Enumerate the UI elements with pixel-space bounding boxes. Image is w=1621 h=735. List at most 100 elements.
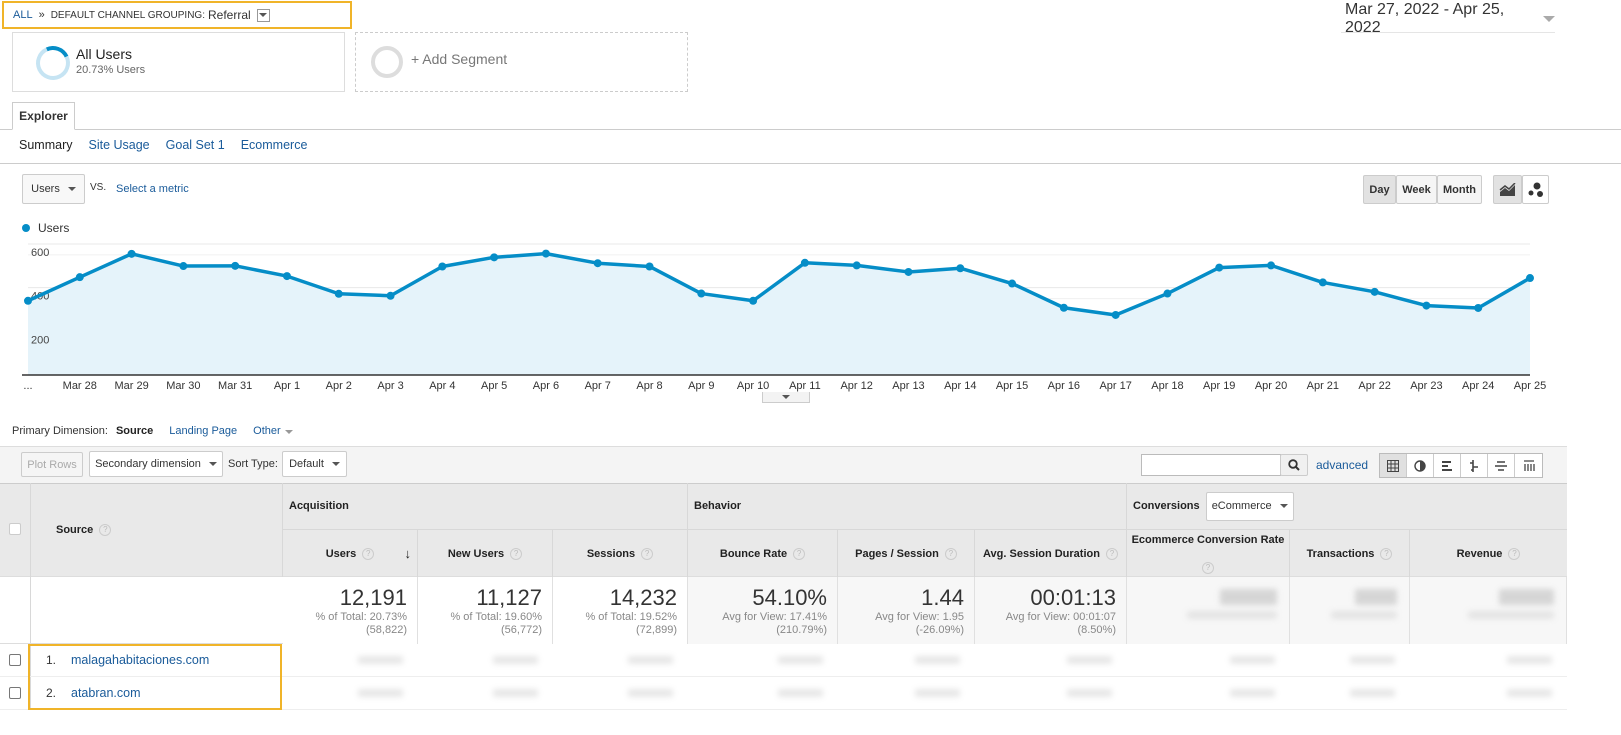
- column-header[interactable]: Sessions?: [553, 530, 688, 577]
- table-search-input[interactable]: [1141, 454, 1281, 476]
- period-day-button[interactable]: Day: [1363, 175, 1396, 204]
- column-header[interactable]: Avg. Session Duration?: [975, 530, 1127, 577]
- advanced-filter-link[interactable]: advanced: [1316, 458, 1369, 472]
- dimension-other[interactable]: Other: [253, 425, 293, 437]
- blurred-value: [1507, 689, 1552, 697]
- help-icon: ?: [641, 547, 654, 560]
- view-pivot-button[interactable]: [1515, 454, 1542, 477]
- data-point: [1526, 274, 1534, 283]
- row-checkbox[interactable]: [9, 687, 21, 699]
- help-icon: ?: [99, 524, 112, 536]
- total-cell-blurred: [1127, 577, 1290, 644]
- chart-legend: Users: [22, 221, 69, 235]
- motion-chart-button[interactable]: [1522, 175, 1549, 204]
- column-header[interactable]: New Users?: [418, 530, 553, 577]
- date-range-picker[interactable]: Mar 27, 2022 - Apr 25, 2022: [1341, 1, 1555, 36]
- source-column-header[interactable]: Source?: [30, 483, 283, 577]
- data-point: [749, 296, 758, 305]
- column-header[interactable]: Users? ↓: [283, 530, 418, 577]
- dimension-source[interactable]: Source: [115, 425, 154, 437]
- subtab-ecommerce[interactable]: Ecommerce: [240, 138, 308, 152]
- column-header[interactable]: Transactions?: [1290, 530, 1410, 577]
- segment-all-users[interactable]: All Users 20.73% Users: [12, 32, 345, 92]
- help-icon: ?: [1105, 547, 1118, 560]
- view-comparison-button[interactable]: [1461, 454, 1488, 477]
- data-point: [1059, 303, 1068, 312]
- date-range-text: Mar 27, 2022 - Apr 25, 2022: [1345, 0, 1505, 36]
- row-source-link[interactable]: malagahabitaciones.com: [71, 653, 210, 667]
- x-tick-label: Mar 31: [218, 380, 252, 392]
- total-cell: 54.10% Avg for View: 17.41% (210.79%): [688, 577, 838, 644]
- x-tick-label: Apr 11: [789, 380, 821, 392]
- row-source-link[interactable]: atabran.com: [71, 686, 141, 700]
- search-button[interactable]: [1280, 454, 1308, 476]
- subtab-summary[interactable]: Summary: [19, 138, 73, 152]
- x-tick-label: Apr 15: [996, 380, 1028, 392]
- segment-donut-icon: [31, 41, 75, 85]
- acquisition-group-header: Acquisition: [283, 483, 688, 530]
- data-point: [24, 296, 32, 305]
- total-cell: 1.44 Avg for View: 1.95 (-26.09%): [838, 577, 975, 644]
- column-header[interactable]: Pages / Session?: [838, 530, 975, 577]
- term-cloud-icon: [1495, 460, 1507, 471]
- row-checkbox[interactable]: [9, 654, 21, 666]
- secondary-dimension-select[interactable]: Secondary dimension: [89, 451, 223, 477]
- select-metric-link[interactable]: Select a metric: [116, 183, 189, 195]
- x-tick-label: Apr 12: [840, 380, 872, 392]
- x-tick-label: Apr 23: [1410, 380, 1442, 392]
- breadcrumb-grouping-value: Referral: [208, 8, 251, 22]
- breadcrumb-all[interactable]: ALL: [13, 9, 33, 21]
- conversions-group-header: Conversions eCommerce: [1127, 483, 1567, 530]
- select-all-checkbox[interactable]: [9, 523, 21, 535]
- blurred-value: [1507, 656, 1552, 664]
- row-index: 2.: [46, 686, 57, 700]
- sort-type-select[interactable]: Default: [282, 451, 347, 477]
- view-switcher: [1379, 453, 1543, 478]
- column-header[interactable]: Revenue?: [1410, 530, 1567, 577]
- help-icon: ?: [362, 547, 375, 560]
- x-tick-label: Apr 10: [737, 380, 769, 392]
- blurred-value: [493, 689, 538, 697]
- view-term-cloud-button[interactable]: [1488, 454, 1515, 477]
- subtab-site-usage[interactable]: Site Usage: [88, 138, 150, 152]
- help-icon: ?: [1380, 547, 1393, 560]
- line-chart-button[interactable]: [1493, 175, 1522, 204]
- period-month-button[interactable]: Month: [1437, 175, 1482, 204]
- add-segment-button[interactable]: + Add Segment: [355, 32, 688, 92]
- data-point: [231, 261, 240, 270]
- chart-collapse-handle[interactable]: [762, 392, 810, 403]
- data-point: [1111, 310, 1120, 319]
- y-tick-label: 200: [31, 334, 49, 346]
- subtab-goal-set-1[interactable]: Goal Set 1: [165, 138, 225, 152]
- column-header[interactable]: Bounce Rate?: [688, 530, 838, 577]
- conversions-select[interactable]: eCommerce: [1205, 491, 1294, 521]
- view-table-button[interactable]: [1380, 454, 1407, 477]
- metric-select[interactable]: Users: [22, 174, 85, 204]
- data-point: [1267, 261, 1276, 270]
- x-tick-label: Apr 16: [1048, 380, 1080, 392]
- sort-descending-icon: ↓: [404, 546, 412, 561]
- plot-rows-button[interactable]: Plot Rows: [21, 452, 83, 477]
- view-pie-button[interactable]: [1407, 454, 1434, 477]
- data-point: [541, 249, 550, 258]
- search-icon: [1288, 459, 1300, 471]
- data-point: [956, 264, 965, 273]
- data-point: [1008, 279, 1017, 288]
- breadcrumb-grouping-label: DEFAULT CHANNEL GROUPING:: [50, 9, 205, 21]
- bubble-chart-icon: [1528, 182, 1543, 197]
- blurred-value: [628, 656, 673, 664]
- column-header[interactable]: Ecommerce Conversion Rate?: [1127, 530, 1290, 577]
- total-cell: 14,232% of Total: 19.52% (72,899): [553, 577, 688, 644]
- data-point: [1215, 263, 1224, 272]
- help-icon: ?: [1508, 547, 1521, 560]
- series-line-users: [27, 251, 1531, 317]
- period-week-button[interactable]: Week: [1396, 175, 1437, 204]
- view-performance-button[interactable]: [1434, 454, 1461, 477]
- dimension-landing-page[interactable]: Landing Page: [169, 425, 238, 437]
- grouping-dropdown-button[interactable]: [256, 8, 270, 22]
- tab-explorer[interactable]: Explorer: [12, 102, 75, 130]
- row-index: 1.: [46, 653, 57, 667]
- help-icon: ?: [510, 547, 523, 560]
- help-icon: ?: [793, 547, 806, 560]
- breadcrumb-separator: »: [38, 9, 45, 21]
